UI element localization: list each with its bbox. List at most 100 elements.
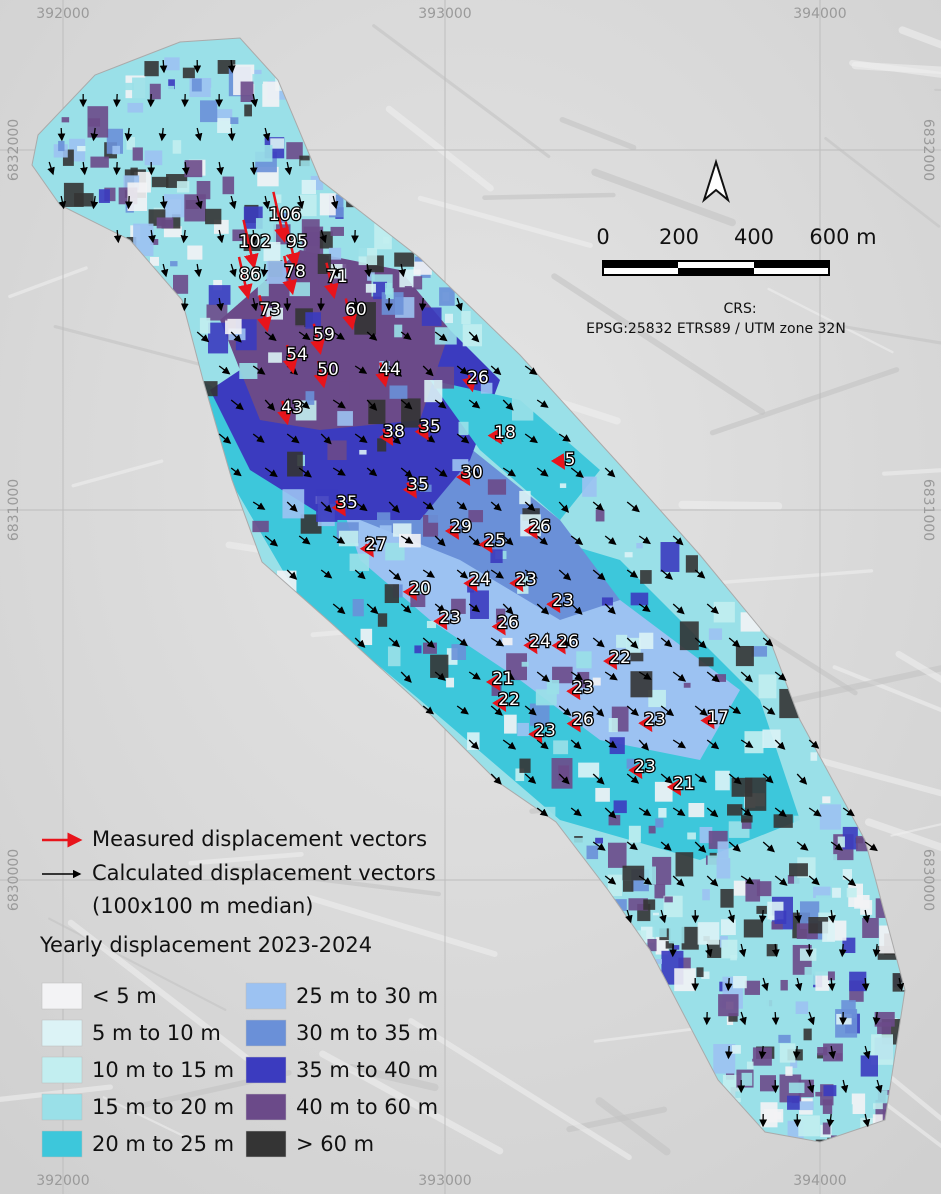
calculated-vector (194, 127, 203, 142)
relief-streak (71, 459, 164, 488)
measured-label: 30 (461, 463, 483, 483)
measured-vector (462, 374, 477, 393)
calculated-vector (216, 297, 224, 312)
calculated-vector (604, 535, 617, 545)
raster-patch (660, 542, 680, 572)
calculated-vector (352, 297, 361, 312)
calculated-vector (57, 127, 66, 142)
calculated-vector (264, 535, 279, 547)
raster-patch (720, 919, 736, 936)
calculated-vector (626, 841, 638, 851)
calculated-vector (694, 637, 707, 649)
relief-streak (231, 866, 441, 897)
calculated-vector (771, 943, 780, 958)
calculated-vector (58, 195, 67, 210)
raster-patch (445, 313, 453, 324)
calculated-vector (252, 365, 266, 375)
calculated-vector (502, 671, 515, 681)
raster-patch (815, 971, 830, 991)
calculated-vector (113, 93, 121, 108)
measured-vector (414, 423, 429, 441)
raster-patch (697, 922, 720, 945)
measured-label: 43 (281, 398, 303, 418)
zone-cyan (430, 380, 600, 520)
calculated-vector (434, 603, 446, 613)
calculated-vector (536, 399, 549, 408)
measured-label: 50 (317, 360, 339, 380)
calculated-vector (159, 195, 168, 210)
measured-label: 17 (707, 708, 729, 728)
relief-streak (824, 137, 941, 228)
raster-patch (504, 714, 517, 734)
relief-streak (809, 755, 941, 797)
raster-patch (679, 621, 699, 651)
raster-patch (787, 1095, 800, 1110)
legend-swatch (245, 1093, 287, 1121)
raster-patch (718, 994, 739, 1017)
calculated-vector (434, 399, 447, 409)
raster-patch (705, 907, 713, 914)
raster-patch (648, 825, 656, 834)
measured-vector (628, 762, 643, 780)
calculated-vector (332, 399, 346, 409)
calculated-vector (794, 909, 802, 924)
relief-streak (566, 1106, 668, 1133)
measured-label: 26 (467, 368, 489, 388)
raster-patch (253, 145, 273, 162)
raster-patch (827, 971, 835, 981)
measured-label: 22 (609, 648, 631, 668)
raster-patch (601, 597, 613, 606)
calculated-vector (468, 331, 480, 343)
measured-label: 23 (644, 710, 666, 730)
relief-streak (559, 116, 637, 151)
measured-vector (666, 779, 682, 796)
raster-patch (295, 400, 317, 421)
calculated-vector (740, 807, 752, 817)
measured-vector (313, 360, 329, 389)
raster-patch (815, 1091, 823, 1097)
relief-streak (482, 192, 616, 200)
raster-patch (255, 218, 277, 247)
calculated-vector (330, 195, 339, 210)
relief-streak (849, 60, 941, 78)
measured-vector (282, 255, 298, 296)
calculated-vector (47, 161, 55, 176)
raster-patch (817, 1047, 828, 1056)
raster-patch (676, 589, 692, 609)
raster-patch (124, 82, 134, 91)
raster-patch (841, 1000, 856, 1019)
calculated-vector (400, 603, 412, 614)
coord-label: 6830000 (6, 849, 22, 911)
raster-patch (559, 483, 567, 488)
relief-streak (8, 266, 88, 299)
raster-patch (394, 324, 403, 338)
calculated-vector (762, 841, 775, 853)
calculated-vector (229, 195, 237, 210)
calculated-vector (286, 569, 298, 580)
raster-patch (393, 523, 412, 537)
calculated-vector (706, 671, 720, 683)
raster-patch (515, 768, 525, 782)
relief-streak (408, 1018, 632, 1161)
raster-patch (98, 189, 110, 203)
raster-patch (64, 120, 74, 127)
raster-patch (721, 939, 738, 959)
calculated-vector (80, 161, 88, 176)
raster-patch (810, 752, 818, 761)
raster-patch (163, 226, 182, 238)
raster-patch (678, 957, 691, 970)
calculated-vector (434, 467, 448, 478)
raster-patch (616, 634, 628, 648)
calculated-vector (252, 501, 266, 510)
legend-label: 30 m to 35 m (296, 1021, 438, 1045)
raster-patch (252, 74, 264, 84)
raster-patch (127, 182, 148, 212)
measured-vector (485, 674, 501, 691)
legend-swatch (41, 1130, 83, 1158)
raster-patch (519, 490, 531, 505)
raster-patch (327, 440, 347, 461)
calculated-vector (502, 467, 517, 477)
measured-vector (402, 584, 417, 601)
raster-patch (643, 899, 656, 910)
raster-patch (387, 646, 401, 667)
